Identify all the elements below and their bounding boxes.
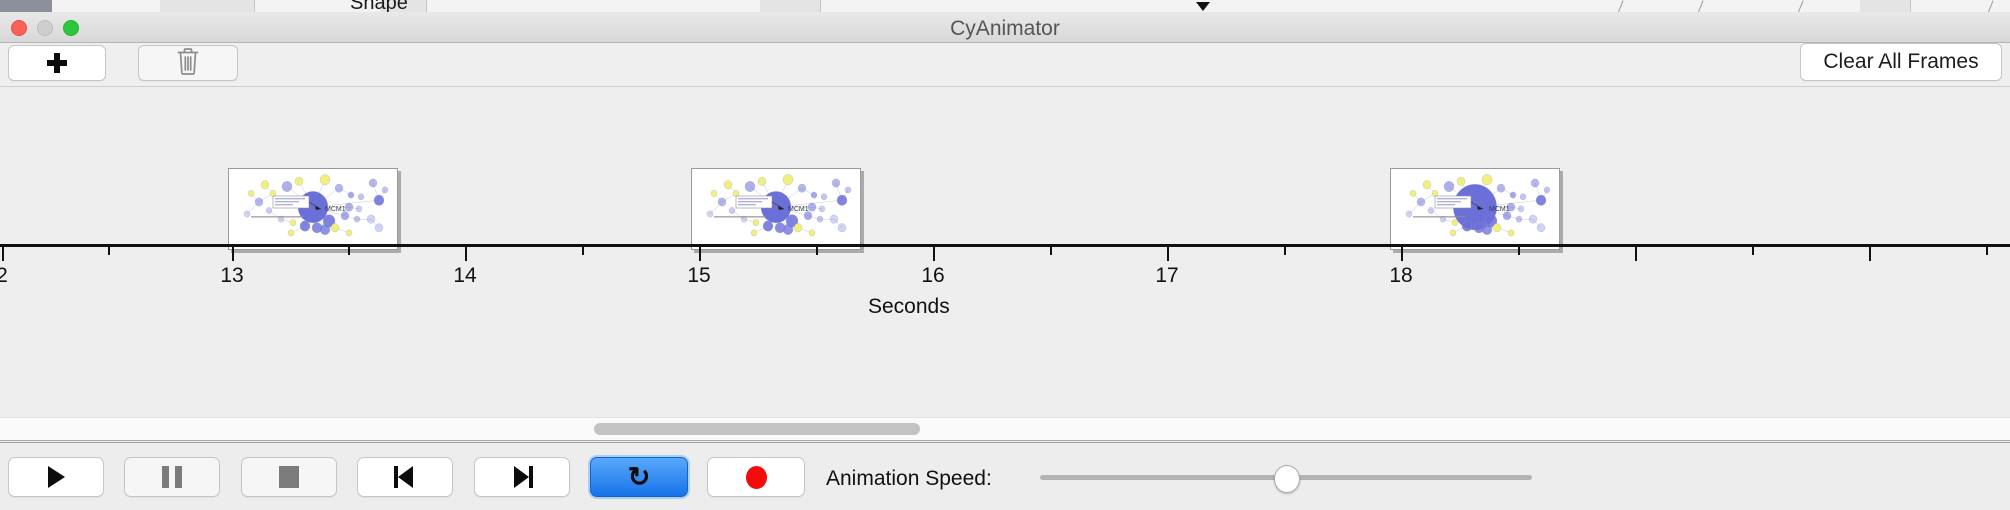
- axis-tick-major: [1869, 247, 1871, 261]
- axis-tick-label: 14: [453, 264, 477, 287]
- play-button[interactable]: [8, 457, 104, 497]
- axis-tick-label: 16: [921, 264, 945, 287]
- axis-tick-minor: [1518, 247, 1520, 255]
- animation-speed-label: Animation Speed:: [826, 467, 992, 490]
- axis-tick-label: 18: [1389, 264, 1413, 287]
- pause-button[interactable]: [124, 457, 220, 497]
- axis-tick-minor: [582, 247, 584, 255]
- background-tab: [160, 0, 215, 12]
- pause-icon: [162, 466, 182, 488]
- stop-button[interactable]: [241, 457, 337, 497]
- axis-tick-minor: [1284, 247, 1286, 255]
- axis-tick-major: [465, 247, 467, 261]
- svg-text:MCM1: MCM1: [788, 206, 809, 213]
- axis-tick-label: 13: [220, 264, 244, 287]
- network-graph-preview: MCM1: [1391, 169, 1559, 249]
- record-icon: [745, 465, 767, 489]
- svg-text:MCM1: MCM1: [1489, 206, 1510, 213]
- skip-next-icon: [511, 466, 533, 488]
- background-window-strip: Shape: [0, 0, 2010, 13]
- background-tab: [760, 0, 821, 12]
- timeline-content: MCM1 MCM1 MCM1 2 13 14 15 16 17 18 Seconds: [0, 87, 2010, 417]
- network-graph-preview: MCM1: [229, 169, 397, 249]
- axis-tick-major: [1401, 247, 1403, 261]
- axis-tick-label: 17: [1155, 264, 1179, 287]
- animation-speed-slider[interactable]: [1040, 465, 1532, 493]
- network-graph-preview: MCM1: [692, 169, 860, 249]
- timeline-scrollbar-thumb[interactable]: [594, 423, 920, 435]
- skip-to-end-button[interactable]: [474, 457, 570, 497]
- axis-tick-major: [699, 247, 701, 261]
- skip-to-start-button[interactable]: [357, 457, 453, 497]
- axis-tick-major: [1167, 247, 1169, 261]
- svg-text:MCM1: MCM1: [325, 206, 346, 213]
- background-tab: [214, 0, 255, 12]
- play-icon: [47, 466, 65, 488]
- axis-tick-minor: [1752, 247, 1754, 255]
- close-button[interactable]: [11, 20, 27, 36]
- background-window-dark-area: [0, 0, 52, 12]
- background-tab: [380, 0, 427, 12]
- axis-tick-minor: [348, 247, 350, 255]
- delete-frame-button[interactable]: [138, 45, 238, 81]
- axis-tick-minor: [1050, 247, 1052, 255]
- axis-tick-label: 15: [687, 264, 711, 287]
- stop-icon: [279, 466, 299, 488]
- background-caret-icon: [1196, 2, 1210, 11]
- background-window-label: Shape: [350, 0, 408, 13]
- loop-icon: ↻: [627, 461, 651, 492]
- window-controls: [11, 20, 79, 36]
- timeline-axis: [0, 244, 2010, 247]
- axis-tick-major: [1635, 247, 1637, 261]
- axis-caption: Seconds: [868, 295, 950, 318]
- timeline-scrollbar[interactable]: [0, 417, 2010, 441]
- slider-thumb[interactable]: [1274, 465, 1300, 493]
- frame-thumbnail-2[interactable]: MCM1: [691, 168, 861, 250]
- record-button[interactable]: [707, 457, 805, 497]
- axis-tick-major: [933, 247, 935, 261]
- zoom-button[interactable]: [63, 20, 79, 36]
- frame-toolbar: Clear All Frames: [0, 43, 2010, 87]
- title-bar: CyAnimator: [0, 12, 2010, 43]
- player-controls-bar: ↻ Animation Speed:: [0, 442, 2010, 510]
- clear-all-frames-button[interactable]: Clear All Frames: [1800, 43, 2002, 81]
- trash-icon: [175, 46, 201, 81]
- frame-thumbnail-3[interactable]: MCM1: [1390, 168, 1560, 250]
- loop-button[interactable]: ↻: [590, 457, 688, 497]
- plus-icon: [47, 53, 67, 73]
- axis-tick-major: [2, 247, 4, 261]
- add-frame-button[interactable]: [8, 45, 106, 81]
- timeline-panel[interactable]: MCM1 MCM1 MCM1 2 13 14 15 16 17 18 Seconds: [0, 87, 2010, 417]
- axis-tick-major: [232, 247, 234, 261]
- skip-previous-icon: [394, 466, 416, 488]
- axis-tick-minor: [108, 247, 110, 255]
- axis-tick-minor: [816, 247, 818, 255]
- background-tab: [1860, 0, 1911, 12]
- frame-thumbnail-1[interactable]: MCM1: [228, 168, 398, 250]
- window-title: CyAnimator: [950, 17, 1060, 40]
- axis-tick-minor: [1986, 247, 1988, 255]
- axis-tick-label: 2: [0, 264, 8, 287]
- minimize-button[interactable]: [37, 20, 53, 36]
